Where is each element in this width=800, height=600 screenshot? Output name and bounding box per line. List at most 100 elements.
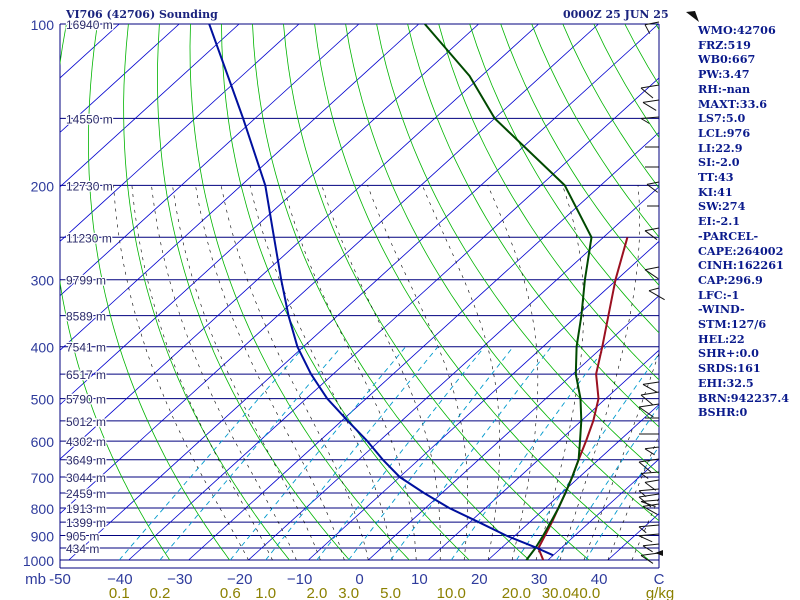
mixing-ratio-label: 10.0: [437, 585, 466, 600]
pressure-label: 700: [31, 470, 55, 486]
dry-adiabat: [469, 24, 659, 334]
index-item: PW:3.47: [698, 67, 750, 82]
dry-adiabat: [500, 24, 659, 286]
parcel-line: [208, 24, 554, 557]
wind-barb: [638, 535, 653, 543]
isotherm-line: [368, 295, 659, 561]
index-item: STM:127/6: [698, 317, 767, 332]
pressure-unit-label: mb: [25, 571, 46, 588]
mixing-ratio-label: 20.0: [502, 585, 531, 600]
chart-datetime: 0000Z 25 JUN 25: [563, 8, 669, 21]
mixing-ratio-label: 3.0: [338, 585, 359, 600]
wind-barb: [640, 84, 660, 89]
wind-barb: [644, 269, 659, 280]
temperature-label: −10: [287, 571, 312, 588]
wind-barb: [642, 543, 660, 547]
index-item: HEL:22: [698, 331, 745, 346]
wind-barb: [644, 448, 655, 456]
index-item: TT:43: [698, 170, 734, 185]
dewpoint-line: [424, 24, 593, 561]
dry-adiabat: [60, 24, 171, 561]
wind-barb: [638, 493, 660, 498]
mixing-ratio-label: 0.2: [149, 585, 170, 600]
index-item: -PARCEL-: [698, 228, 759, 243]
wind-barb: [642, 381, 660, 385]
temperature-label: −30: [167, 571, 192, 588]
dry-adiabat: [157, 24, 350, 561]
index-item: EHI:32.5: [698, 375, 754, 390]
wind-barb: [644, 446, 660, 450]
height-label: 4302 m: [66, 435, 106, 449]
height-label: 3044 m: [66, 471, 106, 485]
wind-barb: [648, 290, 665, 301]
isotherm-line: [60, 24, 599, 515]
index-item: FRZ:519: [698, 37, 751, 52]
isotherm-line: [547, 458, 659, 561]
height-label: 11230 m: [66, 231, 112, 245]
wind-barb: [646, 181, 660, 185]
wind-barb: [642, 101, 657, 111]
isotherm-line: [60, 24, 420, 351]
isotherm-line: [60, 24, 240, 188]
mixing-ratio-line: [159, 346, 342, 561]
moist-adiabat: [583, 352, 659, 561]
height-label: 5012 m: [66, 415, 106, 429]
dry-adiabat: [189, 24, 410, 561]
mixing-ratio-line: [450, 346, 607, 561]
wind-barb: [640, 116, 660, 119]
height-label: 6517 m: [66, 368, 106, 382]
isotherm-line: [60, 24, 300, 242]
temperature-label: 10: [411, 571, 428, 588]
dry-adiabat: [123, 24, 290, 561]
chart-title: VI706 (42706) Sounding: [66, 8, 218, 21]
mixing-ratio-label: 40.0: [571, 585, 600, 600]
index-item: SW:274: [698, 199, 746, 214]
moist-adiabat: [195, 185, 345, 561]
wind-barb: [638, 406, 654, 418]
temperature-line: [537, 237, 629, 561]
index-item: LFC:-1: [698, 287, 740, 302]
moist-adiabat: [282, 185, 417, 561]
height-label: 7541 m: [66, 341, 106, 355]
moist-adiabat: [249, 185, 393, 561]
moist-adiabat: [367, 185, 468, 561]
moist-adiabat: [321, 185, 441, 560]
indices-panel: WMO:42706 FRZ:519 WB0:667 PW:3.47 RH:-nan MAX…: [698, 23, 800, 420]
index-item: SRDS:161: [698, 361, 761, 376]
mixing-ratio-line: [556, 405, 659, 561]
pressure-label: 100: [31, 17, 55, 33]
sounding-series: [208, 24, 629, 561]
wind-barb: [640, 552, 660, 556]
moist-adiabat: [151, 185, 297, 561]
index-item: WB0:667: [698, 52, 756, 67]
height-label: 905 m: [66, 529, 99, 543]
isotherm-line: [60, 24, 180, 133]
dry-adiabat: [283, 24, 590, 561]
wind-barb: [644, 479, 660, 483]
mixing-ratio-line: [118, 346, 305, 561]
dry-adiabat: [407, 24, 659, 428]
wind-barb: [638, 461, 652, 473]
dry-adiabat: [345, 24, 659, 522]
mixing-ratio-line: [390, 346, 552, 561]
wind-barb: [638, 488, 660, 492]
index-item: -WIND-: [698, 302, 745, 317]
dry-adiabat: [314, 24, 650, 561]
index-item: CAP:296.9: [698, 272, 763, 287]
isotherm-line: [427, 349, 659, 561]
moist-adiabat: [172, 185, 321, 561]
wind-barb: [642, 503, 660, 507]
moist-adiabat: [131, 185, 273, 561]
index-item: BRN:942237.4: [698, 390, 790, 405]
dry-adiabat: [221, 24, 470, 561]
index-item: RH:-nan: [698, 81, 751, 96]
wind-barb: [638, 458, 660, 463]
dry-adiabat: [88, 24, 230, 561]
index-item: CAPE:264002: [698, 243, 784, 258]
pressure-label: 200: [31, 178, 55, 194]
wind-barb: [642, 545, 653, 553]
isotherm-line: [308, 240, 659, 561]
index-item: SI:-2.0: [698, 155, 740, 170]
mixing-ratio-label: 2.0: [306, 585, 327, 600]
